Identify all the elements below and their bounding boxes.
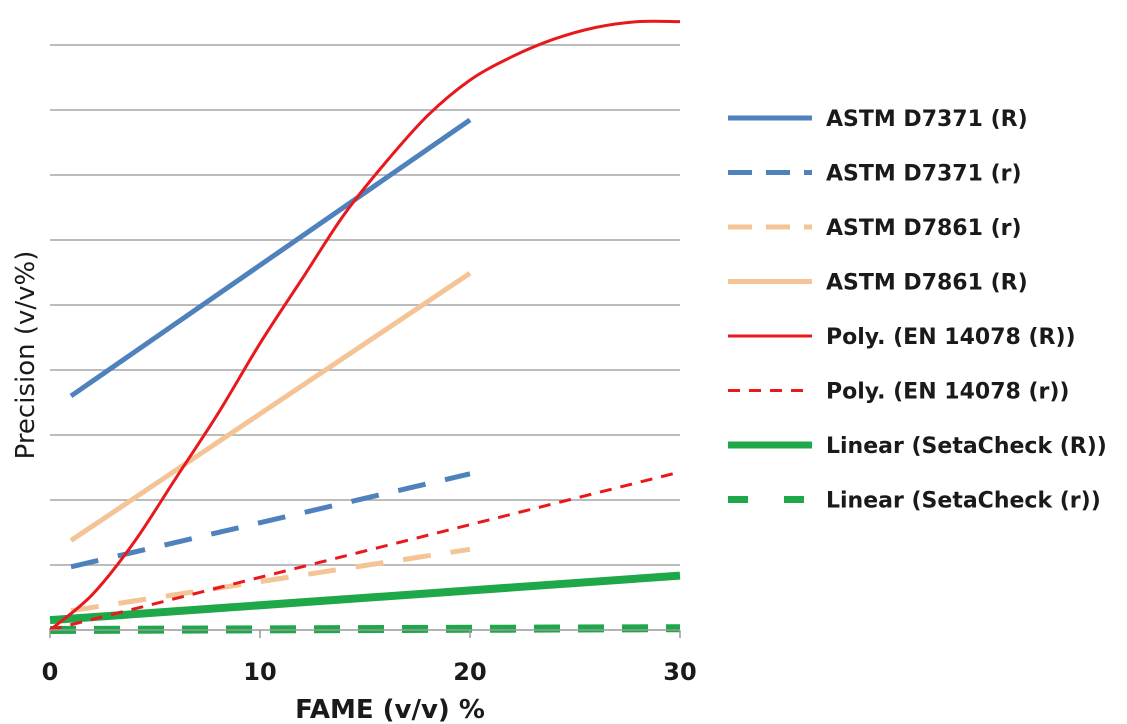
x-axis-label: FAME (v/v) % [295, 695, 485, 724]
series-line-5 [49, 470, 681, 632]
legend-label: Poly. (EN 14078 (r)) [826, 380, 1069, 405]
legend-label: ASTM D7861 (r) [826, 216, 1022, 241]
legend-label: ASTM D7371 (R) [826, 107, 1028, 132]
legend-label: ASTM D7861 (R) [826, 271, 1028, 296]
legend-label: Poly. (EN 14078 (R)) [826, 325, 1076, 350]
x-tick-label: 20 [453, 658, 486, 686]
x-tick-label: 10 [243, 658, 276, 686]
x-tick-label: 30 [663, 658, 696, 686]
legend: ASTM D7371 (R) ASTM D7371 (r) ASTM D7861 (… [728, 107, 1107, 514]
plot-area [49, 19, 681, 634]
y-axis-label: Precision (v/v%) [11, 251, 41, 460]
series-line-0 [69, 117, 472, 399]
series-line-1 [70, 471, 471, 570]
legend-label: ASTM D7371 (r) [826, 162, 1022, 187]
series-line-6 [49, 571, 681, 625]
x-tick-label: 0 [42, 658, 59, 686]
series-line-4 [49, 19, 681, 632]
series-line-2 [70, 546, 471, 614]
x-ticks: 0 10 20 30 [42, 630, 697, 686]
gridlines [50, 44, 680, 566]
legend-label: Linear (SetaCheck (r)) [826, 489, 1101, 514]
legend-label: Linear (SetaCheck (R)) [826, 434, 1107, 459]
series-line-3 [69, 271, 472, 543]
